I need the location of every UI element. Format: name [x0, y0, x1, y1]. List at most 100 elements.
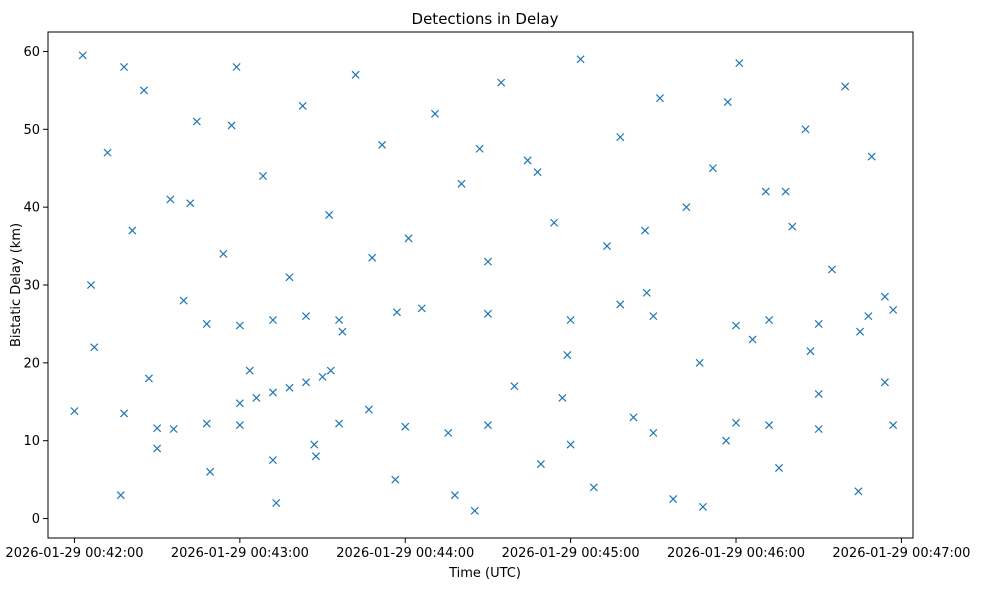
scatter-point: [232, 63, 241, 72]
scatter-point: [867, 152, 876, 161]
scatter-point: [258, 171, 268, 181]
scatter-point: [139, 86, 148, 95]
scatter-point: [765, 316, 774, 325]
scatter-point: [497, 78, 506, 87]
scatter-point: [235, 399, 244, 408]
scatter-point: [880, 292, 889, 301]
scatter-point: [814, 319, 823, 328]
scatter-point: [227, 121, 236, 130]
scatter-point: [335, 419, 344, 428]
scatter-point: [252, 393, 261, 402]
y-tick-label: 60: [23, 45, 40, 60]
scatter-point: [245, 366, 254, 375]
scatter-point: [202, 419, 211, 428]
scatter-point: [268, 388, 277, 397]
scatter-point: [566, 440, 575, 449]
scatter-point: [523, 156, 532, 165]
x-tick-label: 2026-01-29 00:43:00: [171, 546, 309, 561]
y-tick-label: 30: [23, 279, 40, 294]
scatter-point: [235, 321, 244, 330]
scatter-point: [649, 312, 658, 321]
scatter-point: [566, 316, 575, 325]
scatter-point: [483, 309, 492, 318]
scatter-point: [889, 421, 898, 430]
scatter-point: [483, 257, 492, 266]
scatter-point: [120, 409, 129, 418]
scatter-point: [510, 382, 519, 391]
scatter-point: [450, 491, 459, 500]
scatter-point: [669, 495, 678, 504]
scatter-point: [298, 101, 307, 110]
scatter-point: [90, 343, 99, 352]
scatter-point: [856, 327, 865, 336]
scatter-point: [642, 288, 651, 297]
scatter-point: [179, 296, 188, 305]
scatter-point: [120, 63, 129, 72]
scatter-point: [616, 133, 625, 142]
scatter-point: [629, 413, 638, 422]
scatter-point: [301, 378, 311, 387]
scatter-point: [153, 424, 162, 433]
scatter-point: [735, 59, 744, 68]
scatter-point: [338, 327, 347, 336]
scatter-point: [732, 418, 741, 427]
y-tick-label: 20: [23, 356, 40, 371]
y-tick-label: 40: [23, 201, 40, 216]
scatter-point: [326, 366, 335, 375]
scatter-point: [533, 168, 542, 177]
scatter-point: [765, 421, 774, 430]
scatter-point: [603, 242, 612, 251]
scatter-point: [558, 393, 567, 402]
scatter-point: [649, 428, 658, 437]
scatter-point: [144, 374, 153, 383]
scatter-point: [318, 372, 327, 381]
scatter-point: [806, 347, 815, 356]
y-tick-label: 0: [32, 512, 40, 527]
x-tick-label: 2026-01-29 00:46:00: [667, 546, 805, 561]
y-axis: 0 10 20 30 40 50 60: [23, 45, 48, 527]
scatter-point: [235, 421, 244, 430]
scatter-marks: [70, 51, 898, 515]
scatter-point: [351, 70, 360, 79]
scatter-point: [695, 358, 704, 367]
scatter-point: [748, 335, 757, 344]
scatter-point: [576, 55, 585, 64]
scatter-point: [78, 51, 87, 60]
scatter-point: [814, 389, 823, 399]
scatter-point: [70, 407, 79, 416]
scatter-point: [86, 280, 96, 290]
scatter-point: [723, 98, 732, 107]
scatter-point: [169, 424, 178, 434]
x-tick-label: 2026-01-29 00:44:00: [336, 546, 474, 561]
scatter-point: [889, 305, 898, 314]
scatter-point: [192, 117, 201, 126]
scatter-point: [854, 487, 863, 496]
scatter-point: [536, 460, 545, 469]
scatter-point: [682, 203, 691, 212]
scatter-point: [103, 148, 112, 157]
x-tick-label: 2026-01-29 00:47:00: [832, 546, 970, 561]
scatter-point: [116, 491, 125, 500]
scatter-point: [483, 421, 492, 430]
scatter-point: [475, 144, 484, 153]
scatter-point: [708, 164, 717, 173]
y-tick-label: 50: [23, 123, 40, 138]
scatter-point: [589, 483, 598, 492]
x-tick-label: 2026-01-29 00:42:00: [5, 546, 143, 561]
x-axis-label: Time (UTC): [448, 566, 521, 581]
scatter-point: [128, 226, 137, 235]
scatter-point: [401, 422, 410, 431]
scatter-point: [364, 405, 373, 414]
scatter-point: [335, 316, 344, 325]
scatter-point: [722, 436, 731, 445]
scatter-point: [392, 308, 402, 317]
scatter-point: [655, 94, 664, 103]
scatter-point: [616, 300, 625, 309]
scatter-point: [827, 265, 836, 274]
scatter-point: [801, 125, 810, 134]
scatter-point: [563, 351, 572, 360]
scatter-point: [166, 195, 175, 204]
scatter-point: [457, 179, 466, 188]
